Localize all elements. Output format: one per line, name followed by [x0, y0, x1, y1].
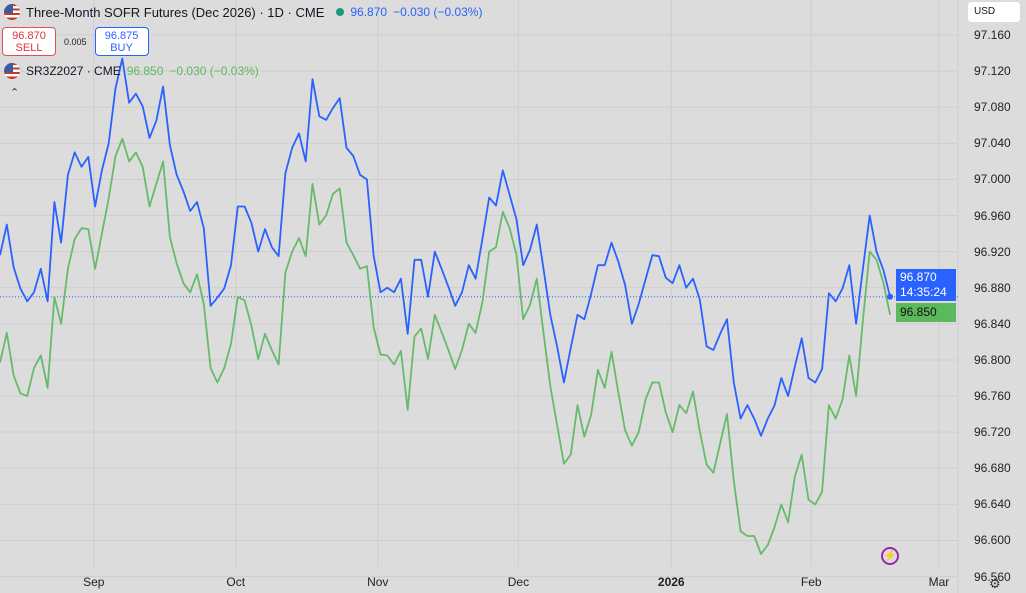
- sell-label: SELL: [15, 41, 43, 54]
- bar-countdown: 14:35:24: [900, 285, 947, 299]
- y-tick-label: 97.160: [974, 28, 1011, 43]
- market-status-icon: [336, 8, 345, 16]
- y-tick-label: 96.960: [974, 208, 1011, 223]
- y-tick-label: 96.600: [974, 533, 1011, 548]
- x-tick-label: Sep: [83, 575, 105, 589]
- sell-button[interactable]: 96.870 SELL: [2, 27, 56, 56]
- x-tick-label: 2026: [657, 575, 685, 589]
- us-flag-icon: [4, 63, 20, 79]
- spread-value: 0.005: [64, 36, 87, 47]
- y-tick-label: 97.080: [974, 100, 1011, 115]
- gear-icon[interactable]: ⚙: [989, 576, 1001, 591]
- compare-title: SR3Z2027 · CME: [26, 64, 121, 78]
- x-tick-label: Oct: [226, 575, 246, 589]
- compare-series-line: [0, 137, 891, 555]
- y-tick-label: 96.880: [974, 280, 1011, 295]
- y-tick-label: 96.840: [974, 316, 1011, 331]
- symbol-title: Three-Month SOFR Futures (Dec 2026) · 1D…: [26, 4, 325, 20]
- buy-button[interactable]: 96.875 BUY: [94, 27, 149, 56]
- main-price-label-value: 96.870: [900, 270, 937, 284]
- x-tick-label: Dec: [507, 575, 530, 589]
- x-tick-label: Mar: [928, 575, 950, 589]
- y-tick-label: 96.680: [974, 461, 1011, 476]
- series-lines: [0, 57, 958, 555]
- main-series-line: [0, 57, 891, 437]
- compare-symbol-legend[interactable]: SR3Z2027 · CME 96.850 −0.030 (−0.03%): [4, 63, 259, 79]
- y-tick-label: 96.920: [974, 244, 1011, 259]
- main-price-label: 96.870 14:35:24: [896, 269, 956, 301]
- main-change: −0.030 (−0.03%): [393, 5, 483, 19]
- currency-selector[interactable]: USD: [968, 2, 1020, 22]
- last-point-marker: [887, 293, 894, 300]
- chevron-up-icon[interactable]: ⌃: [10, 87, 20, 99]
- compare-change: −0.030 (−0.03%): [169, 64, 259, 78]
- lightning-icon[interactable]: ⚡: [881, 547, 899, 565]
- y-tick-label: 96.800: [974, 352, 1011, 367]
- buy-price: 96.875: [104, 29, 139, 42]
- y-tick-label: 97.120: [974, 64, 1011, 79]
- sell-price: 96.870: [12, 29, 46, 42]
- y-tick-label: 96.640: [974, 497, 1011, 512]
- y-tick-label: 97.000: [974, 172, 1011, 187]
- grid-lines: [0, 0, 958, 578]
- main-last-price: 96.870: [350, 5, 388, 19]
- us-flag-icon: [4, 4, 20, 20]
- compare-price-label: 96.850: [896, 303, 956, 322]
- y-tick-label: 96.560: [974, 569, 1011, 584]
- y-tick-label: 96.720: [974, 425, 1011, 440]
- y-tick-label: 96.760: [974, 389, 1011, 404]
- x-tick-label: Feb: [800, 575, 822, 589]
- y-tick-label: 97.040: [974, 136, 1011, 151]
- buy-label: BUY: [110, 41, 133, 54]
- x-tick-label: Nov: [367, 575, 389, 589]
- trade-panel: 96.870 SELL 0.005 96.875 BUY: [2, 27, 149, 56]
- main-symbol-legend[interactable]: Three-Month SOFR Futures (Dec 2026) · 1D…: [4, 4, 482, 20]
- compare-last-price: 96.850: [126, 64, 164, 78]
